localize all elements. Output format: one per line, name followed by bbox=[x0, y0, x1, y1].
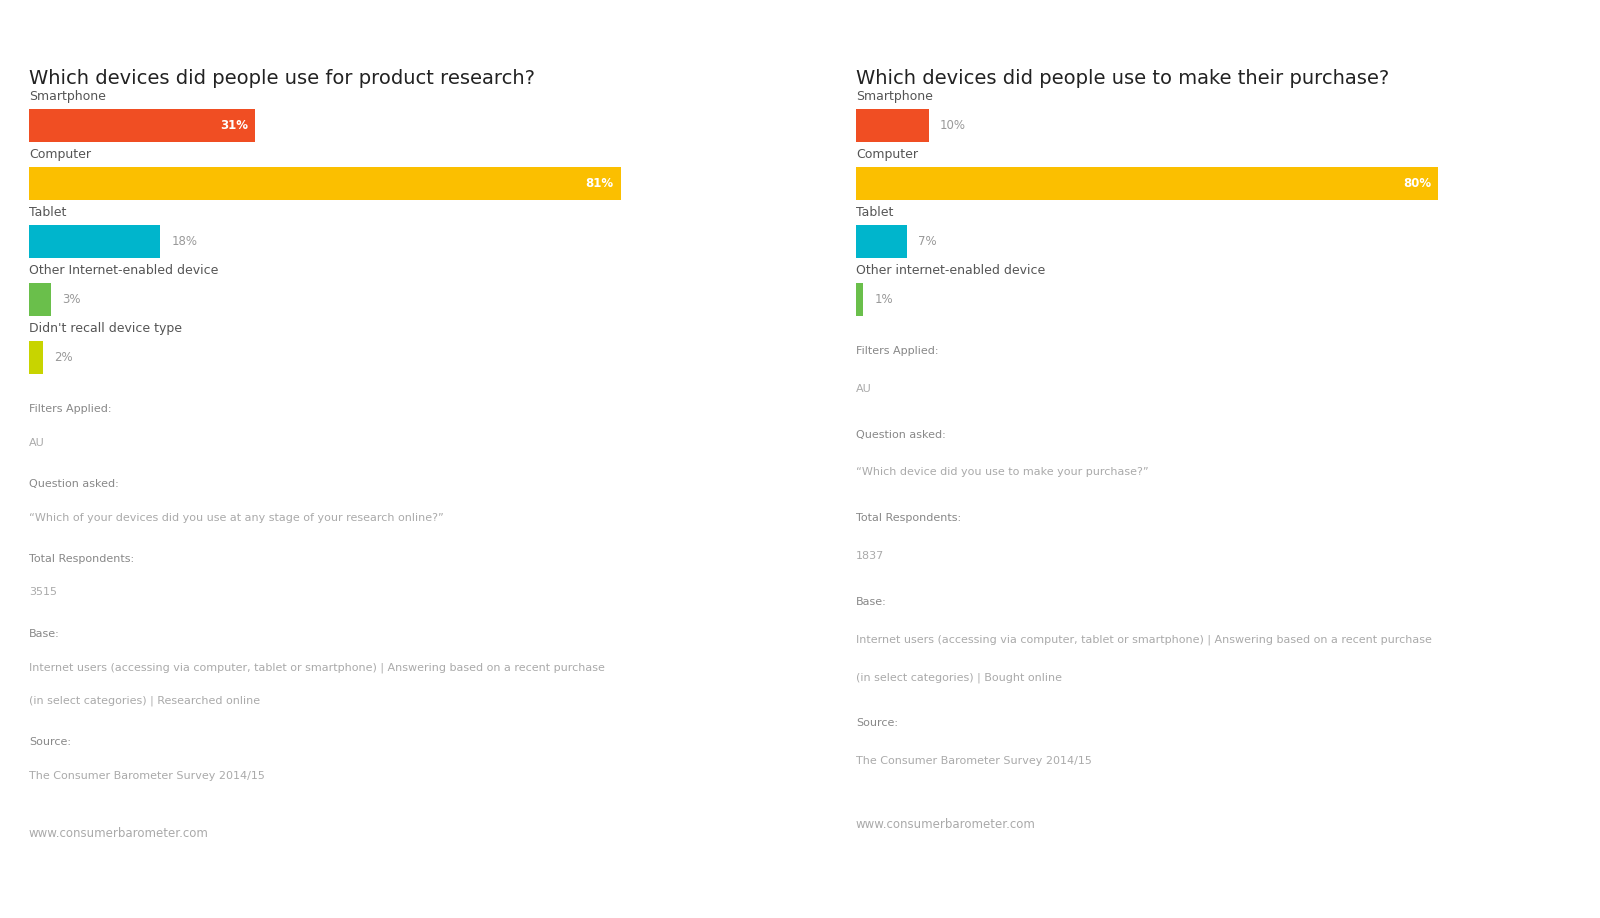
Text: Source:: Source: bbox=[856, 718, 898, 728]
Text: www.consumerbarometer.com: www.consumerbarometer.com bbox=[856, 818, 1035, 832]
Bar bbox=[856, 225, 907, 258]
Text: Computer: Computer bbox=[856, 148, 918, 162]
Text: Internet users (accessing via computer, tablet or smartphone) | Answering based : Internet users (accessing via computer, … bbox=[856, 634, 1432, 645]
Bar bbox=[856, 167, 1438, 200]
Bar bbox=[29, 109, 256, 142]
Text: Source:: Source: bbox=[29, 737, 70, 747]
Text: Which devices did people use for product research?: Which devices did people use for product… bbox=[29, 69, 534, 87]
Text: 81%: 81% bbox=[586, 177, 614, 190]
Text: Computer: Computer bbox=[29, 148, 91, 162]
Text: Tablet: Tablet bbox=[856, 207, 893, 219]
Text: Question asked:: Question asked: bbox=[856, 430, 946, 440]
Text: Tablet: Tablet bbox=[29, 207, 66, 219]
Text: Base:: Base: bbox=[29, 629, 59, 639]
Text: 31%: 31% bbox=[221, 119, 248, 132]
Text: Internet users (accessing via computer, tablet or smartphone) | Answering based : Internet users (accessing via computer, … bbox=[29, 662, 605, 673]
Text: 1837: 1837 bbox=[856, 551, 885, 561]
Text: The Consumer Barometer Survey 2014/15: The Consumer Barometer Survey 2014/15 bbox=[29, 771, 264, 781]
Text: www.consumerbarometer.com: www.consumerbarometer.com bbox=[29, 827, 208, 840]
Text: (in select categories) | Bought online: (in select categories) | Bought online bbox=[856, 672, 1062, 683]
Text: “Which of your devices did you use at any stage of your research online?”: “Which of your devices did you use at an… bbox=[29, 512, 443, 522]
Text: Base:: Base: bbox=[856, 597, 886, 607]
Text: AU: AU bbox=[29, 438, 45, 448]
Text: Total Respondents:: Total Respondents: bbox=[29, 554, 134, 564]
Text: Filters Applied:: Filters Applied: bbox=[856, 346, 939, 356]
Text: 1%: 1% bbox=[874, 293, 893, 306]
Bar bbox=[29, 225, 160, 258]
Text: Which devices did people use to make their purchase?: Which devices did people use to make the… bbox=[856, 69, 1389, 87]
Text: Other Internet-enabled device: Other Internet-enabled device bbox=[29, 264, 218, 277]
Text: The Consumer Barometer Survey 2014/15: The Consumer Barometer Survey 2014/15 bbox=[856, 756, 1091, 766]
Text: Other internet-enabled device: Other internet-enabled device bbox=[856, 264, 1045, 277]
Text: 3515: 3515 bbox=[29, 588, 58, 598]
Bar bbox=[856, 283, 864, 316]
Text: Question asked:: Question asked: bbox=[29, 479, 118, 489]
Bar bbox=[29, 283, 51, 316]
Text: AU: AU bbox=[856, 384, 872, 394]
Text: 7%: 7% bbox=[918, 235, 936, 248]
Text: Filters Applied:: Filters Applied: bbox=[29, 404, 112, 414]
Bar bbox=[29, 341, 43, 374]
Text: 18%: 18% bbox=[171, 235, 197, 248]
Text: Didn't recall device type: Didn't recall device type bbox=[29, 322, 182, 335]
Text: Smartphone: Smartphone bbox=[856, 90, 933, 103]
Text: “Which device did you use to make your purchase?”: “Which device did you use to make your p… bbox=[856, 467, 1149, 477]
Text: 10%: 10% bbox=[939, 119, 966, 132]
Text: 3%: 3% bbox=[62, 293, 80, 306]
Text: Smartphone: Smartphone bbox=[29, 90, 106, 103]
Text: (in select categories) | Researched online: (in select categories) | Researched onli… bbox=[29, 696, 259, 707]
Text: 80%: 80% bbox=[1403, 177, 1430, 190]
Text: 2%: 2% bbox=[54, 351, 74, 364]
Bar bbox=[856, 109, 928, 142]
Text: Total Respondents:: Total Respondents: bbox=[856, 513, 962, 523]
Bar bbox=[29, 167, 621, 200]
